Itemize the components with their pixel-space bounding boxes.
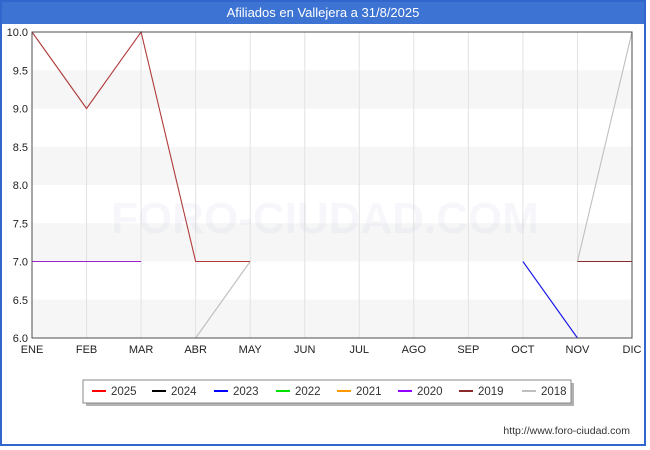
svg-text:7.0: 7.0 [13, 257, 28, 269]
svg-text:MAY: MAY [239, 344, 263, 356]
svg-text:NOV: NOV [566, 344, 591, 356]
svg-text:JUL: JUL [349, 344, 369, 356]
svg-text:2025: 2025 [111, 386, 137, 398]
svg-text:2022: 2022 [295, 386, 321, 398]
svg-text:FEB: FEB [76, 344, 97, 356]
svg-text:2020: 2020 [417, 386, 443, 398]
svg-text:2018: 2018 [541, 386, 567, 398]
svg-text:DIC: DIC [623, 344, 642, 356]
svg-text:SEP: SEP [457, 344, 479, 356]
svg-text:ENE: ENE [21, 344, 44, 356]
svg-text:JUN: JUN [294, 344, 315, 356]
svg-text:9.5: 9.5 [13, 65, 28, 77]
svg-text:OCT: OCT [511, 344, 535, 356]
svg-text:6.5: 6.5 [13, 295, 28, 307]
svg-text:2024: 2024 [171, 386, 197, 398]
svg-text:10.0: 10.0 [7, 27, 28, 39]
svg-text:2019: 2019 [478, 386, 504, 398]
svg-text:MAR: MAR [129, 344, 154, 356]
svg-text:8.0: 8.0 [13, 180, 28, 192]
svg-text:AGO: AGO [402, 344, 427, 356]
svg-text:ABR: ABR [184, 344, 207, 356]
svg-text:8.5: 8.5 [13, 142, 28, 154]
svg-text:2021: 2021 [356, 386, 382, 398]
svg-text:9.0: 9.0 [13, 104, 28, 116]
svg-text:2023: 2023 [233, 386, 259, 398]
